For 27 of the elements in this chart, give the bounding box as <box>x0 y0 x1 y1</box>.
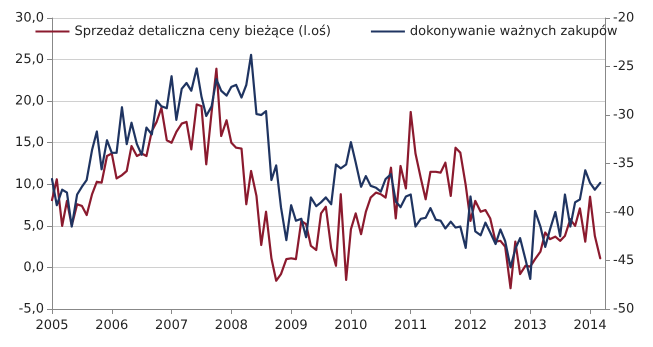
legend-label: Sprzedaż detaliczna ceny bieżące (l.oś) <box>74 24 331 39</box>
x-tick-label: 2008 <box>214 318 248 333</box>
x-tick-label: 2010 <box>334 318 368 333</box>
y-tick-label: 10,0 <box>15 176 44 192</box>
y2-tick-label: -35 <box>613 156 634 171</box>
x-tick-label: 2014 <box>574 318 607 333</box>
y2-tick-label: -40 <box>613 204 634 220</box>
y2-tick-label: -25 <box>613 59 634 74</box>
x-tick-label: 2005 <box>35 318 69 333</box>
y-tick-label: 15,0 <box>15 135 44 150</box>
y2-tick-label: -30 <box>613 108 634 122</box>
y2-tick-label: -50 <box>613 302 634 316</box>
x-tick-label: 2012 <box>454 318 488 333</box>
y-tick-label: 20,0 <box>15 94 44 109</box>
x-tick-label: 2011 <box>394 318 428 333</box>
y-tick-label: 30,0 <box>15 10 44 26</box>
x-tick-label: 2006 <box>95 318 128 333</box>
y-tick-label: 25,0 <box>15 52 44 68</box>
y-tick-label: 0,0 <box>23 260 44 275</box>
y2-tick-label: -20 <box>613 10 634 26</box>
y-tick-label: 5,0 <box>23 218 44 234</box>
y-tick-label: -5,0 <box>18 302 44 316</box>
x-tick-label: 2013 <box>514 318 547 333</box>
x-tick-label: 2007 <box>155 318 188 333</box>
x-tick-label: 2009 <box>274 318 308 333</box>
legend-label: dokonywanie ważnych zakupów <box>410 24 618 39</box>
y2-tick-label: -45 <box>613 253 634 268</box>
